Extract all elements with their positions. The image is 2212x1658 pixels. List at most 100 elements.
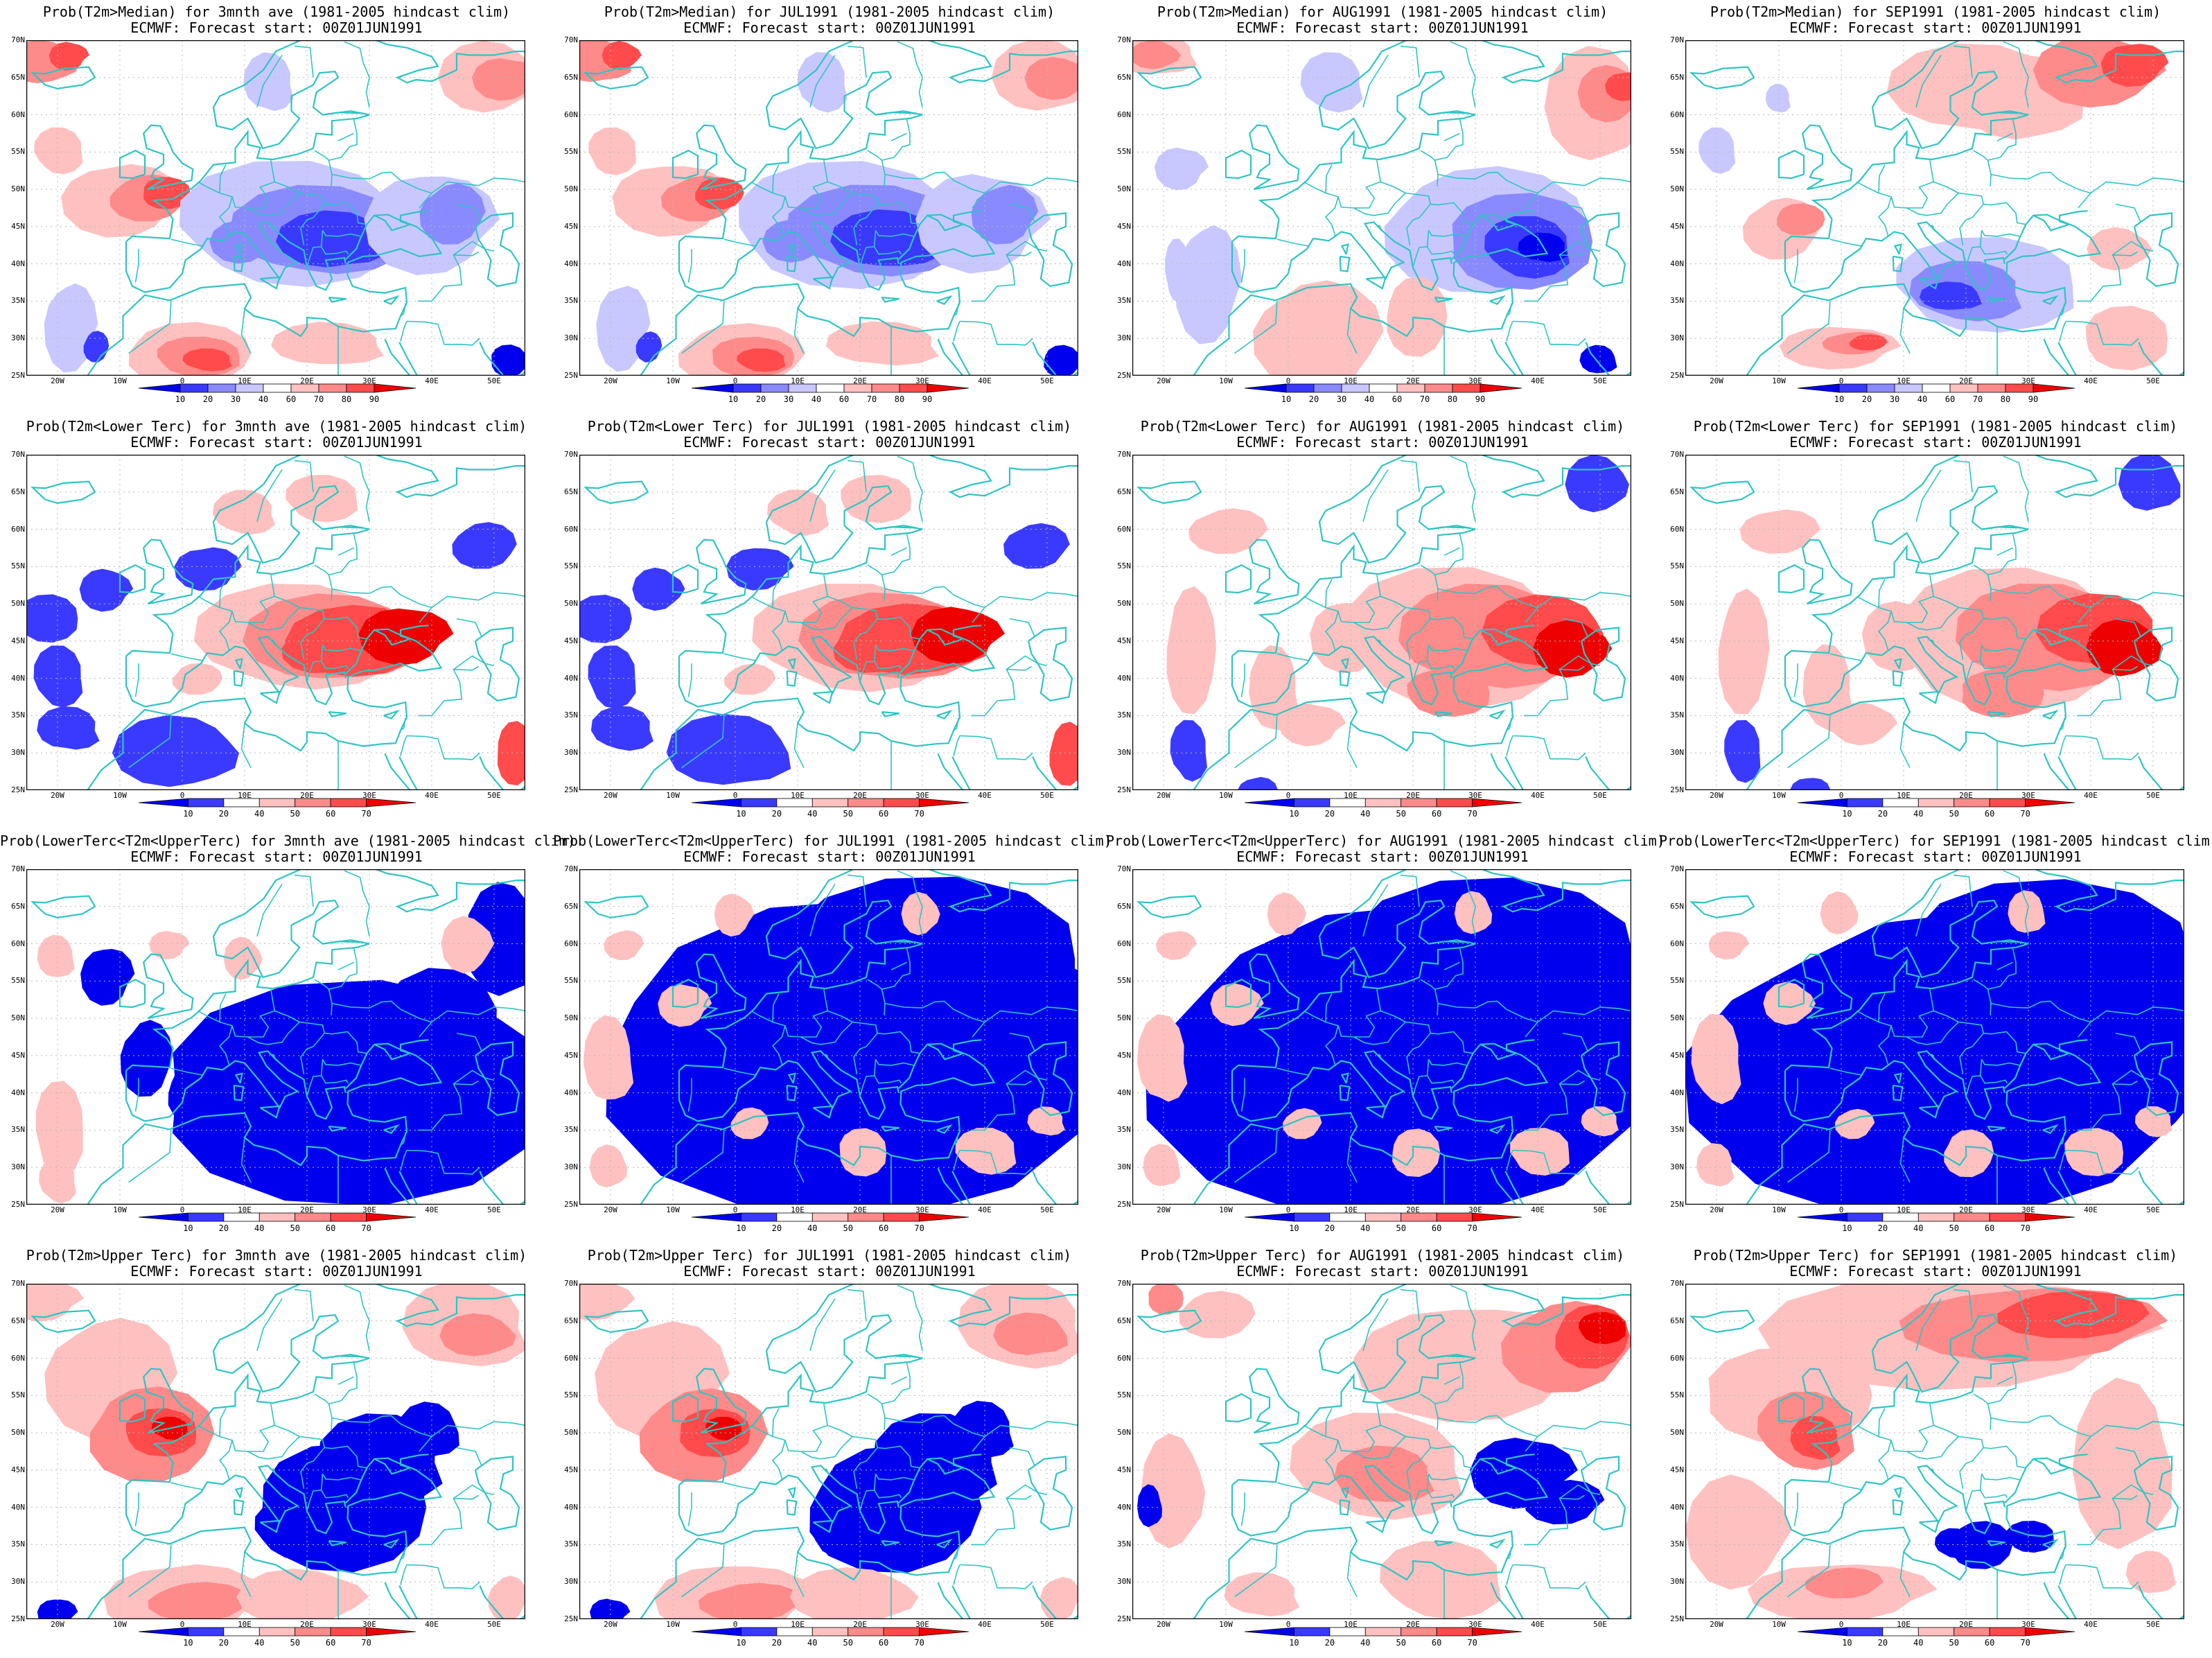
latitude-label: 35N	[1670, 710, 1684, 720]
warm-probability-region	[497, 721, 525, 786]
latitude-label: 40N	[564, 259, 578, 268]
cold-probability-region	[1300, 52, 1363, 113]
coastlines	[30, 455, 525, 790]
latitude-label: 70N	[11, 1279, 25, 1288]
colorbar-tick-label: 70	[914, 1638, 924, 1648]
colorbar-segment	[1866, 383, 1895, 393]
longitude-label: 40E	[425, 1620, 439, 1629]
colorbar-segment	[1798, 383, 1840, 393]
graticule	[26, 1284, 525, 1619]
colorbar-segment	[927, 383, 969, 393]
longitude-label: 30E	[2021, 1620, 2035, 1629]
color-scale-legend: 10 20 40 50 60 70	[1798, 1212, 2075, 1239]
longitude-label: 20W	[1710, 1620, 1723, 1629]
colorbar-segment	[1472, 1627, 1522, 1637]
longitude-label: 40E	[2084, 1620, 2098, 1629]
latitude-label: 70N	[1117, 1279, 1131, 1288]
latitude-label: 35N	[1117, 710, 1131, 720]
colorbar-segment	[1329, 1212, 1366, 1222]
longitude-label: 50E	[2146, 791, 2160, 800]
map-frame	[1685, 869, 2184, 1205]
latitude-label: 45N	[564, 1050, 578, 1060]
latitude-label: 60N	[564, 110, 578, 119]
longitude-label: 40E	[978, 1620, 992, 1629]
warm-probability-region	[1040, 1576, 1078, 1619]
latitude-label: 65N	[1117, 1316, 1131, 1325]
colorbar-segment	[1294, 1627, 1331, 1637]
colorbar-tick-label: 70	[361, 1638, 371, 1648]
country-borders	[1787, 1284, 2184, 1619]
longitude-label: 20W	[1157, 791, 1170, 800]
colorbar-segment	[741, 1212, 778, 1222]
cold-probability-region	[588, 645, 636, 709]
longitude-label: 40E	[425, 791, 439, 800]
latitude-label: 40N	[11, 1088, 25, 1097]
longitude-label: 20W	[604, 1620, 617, 1629]
longitude-label: 10E	[1897, 376, 1911, 385]
longitude-label: 0	[1838, 791, 1844, 800]
color-scale-legend: 10 20 40 50 60 70	[692, 797, 969, 825]
latitude-label: 55N	[1670, 561, 1684, 571]
colorbar-segment	[366, 1627, 416, 1637]
longitude-label: 10E	[238, 1205, 252, 1214]
colorbar-tick-label: 10	[1289, 1638, 1299, 1648]
colorbar-segment	[1245, 383, 1287, 393]
longitude-label: 10W	[666, 376, 680, 385]
longitude-label: 0	[179, 791, 185, 800]
colorbar-tick-label: 30	[231, 394, 240, 404]
color-scale-legend: 10 20 30 40 60 70 80 90	[1245, 383, 1522, 410]
longitude-label: 40E	[425, 376, 439, 385]
latitude-label: 70N	[1117, 864, 1131, 873]
latitude-label: 40N	[11, 673, 25, 683]
forecast-map-panel: Prob(T2m>Median) for SEP1991 (1981-2005 …	[1659, 0, 2212, 414]
colorbar-tick-label: 50	[843, 809, 852, 819]
latitude-label: 30N	[1117, 1162, 1131, 1172]
latitude-label: 55N	[11, 561, 25, 571]
forecast-map-panel: Prob(T2m>Median) for JUL1991 (1981-2005 …	[553, 0, 1106, 414]
colorbar-segment	[2005, 383, 2034, 393]
longitude-label: 10W	[113, 1205, 127, 1214]
colorbar-tick-label: 20	[1878, 1638, 1888, 1648]
warm-probability-region	[1407, 668, 1490, 717]
latitude-label: 40N	[564, 1088, 578, 1097]
warm-probability-region	[1850, 334, 1888, 351]
forecast-map-panel: Prob(T2m<Lower Terc) for SEP1991 (1981-2…	[1659, 414, 2212, 829]
warm-probability-region	[1579, 1311, 1626, 1345]
colorbar-tick-label: 40	[807, 1638, 817, 1648]
color-scale-legend: 10 20 40 50 60 70	[692, 1626, 969, 1654]
latitude-label: 35N	[564, 710, 578, 720]
colorbar-segment	[776, 1627, 813, 1637]
map-frame	[1685, 40, 2184, 376]
graticule	[1685, 869, 2184, 1205]
latitude-label: 70N	[11, 35, 25, 44]
cold-probability-region	[168, 1061, 229, 1126]
colorbar-tick-label: 20	[1878, 809, 1888, 819]
colorbar-tick-label: 70	[2020, 1638, 2030, 1648]
latitude-label: 40N	[1117, 1088, 1131, 1097]
latitude-label: 70N	[11, 864, 25, 873]
colorbar-segment	[1364, 798, 1402, 808]
panel-title: Prob(T2m<Lower Terc) for 3mnth ave (1981…	[26, 418, 527, 435]
longitude-label: 30E	[1468, 791, 1482, 800]
latitude-label: 45N	[1670, 1050, 1684, 1060]
latitude-label: 65N	[11, 1316, 25, 1325]
panel-title: Prob(T2m>Median) for SEP1991 (1981-2005 …	[1710, 3, 2161, 20]
latitude-label: 30N	[11, 748, 25, 758]
map-frame	[579, 1284, 1078, 1619]
graticule	[579, 455, 1078, 790]
warm-probability-region	[236, 1569, 369, 1619]
longitude-label: 10E	[791, 1205, 805, 1214]
latitude-label: 35N	[1670, 1539, 1684, 1549]
colorbar-tick-label: 50	[843, 1638, 852, 1648]
country-borders	[1234, 870, 1631, 1205]
country-borders	[681, 1284, 1078, 1619]
colorbar-segment	[1472, 798, 1522, 808]
colorbar-segment	[139, 1627, 188, 1637]
colorbar-tick-label: 70	[1973, 394, 1983, 404]
colorbar-segment	[1847, 798, 1884, 808]
longitude-label: 10W	[1219, 376, 1233, 385]
longitude-label: 30E	[1468, 1205, 1482, 1214]
latitude-label: 45N	[11, 636, 25, 645]
longitude-label: 30E	[915, 791, 929, 800]
warm-probability-region	[149, 931, 190, 960]
